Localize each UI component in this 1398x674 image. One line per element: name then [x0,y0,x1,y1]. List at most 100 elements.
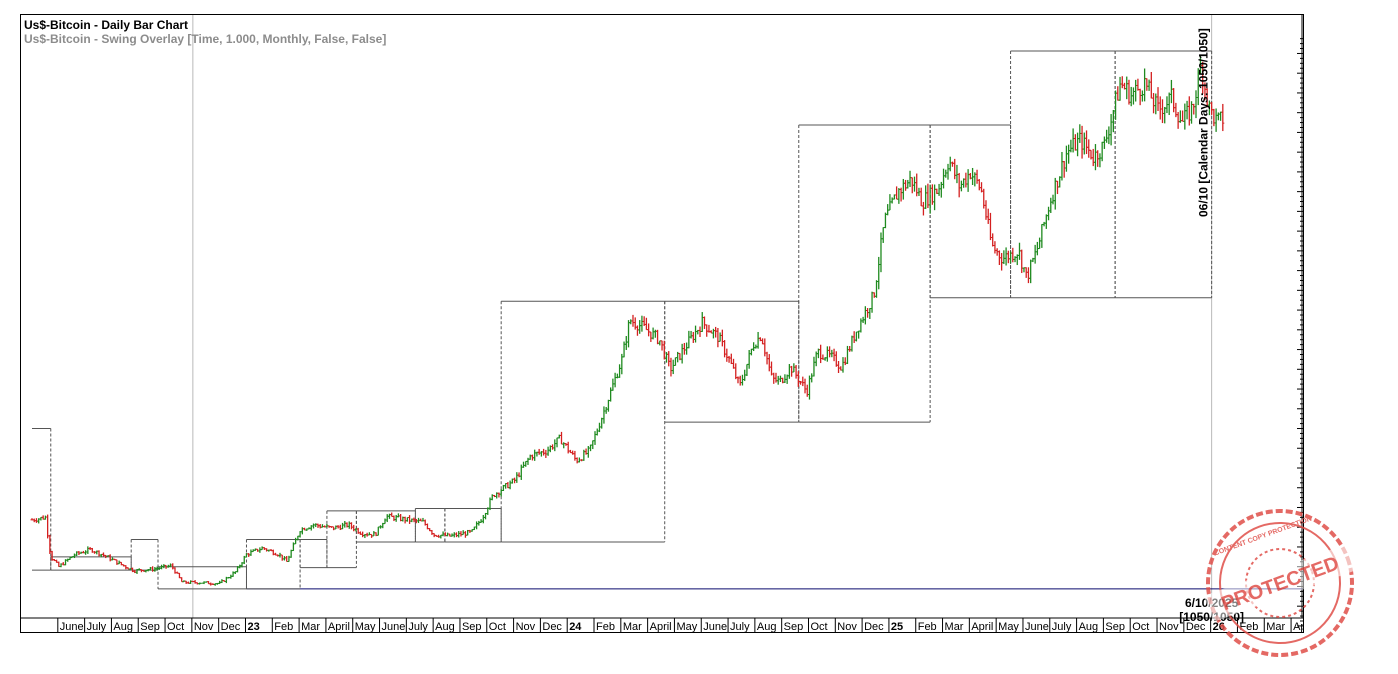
price-bar [991,233,994,246]
price-bar [719,332,722,341]
chart-subtitle: Us$-Bitcoin - Swing Overlay [Time, 1.000… [24,32,386,46]
swing-box [158,567,246,589]
price-bar [799,381,802,385]
price-bar [1110,114,1113,145]
price-bar [350,522,353,529]
x-month-label: June [1025,621,1049,632]
price-bar [634,317,637,329]
x-month-label: Aug [435,621,455,632]
swing-box [131,540,158,571]
price-bar [685,343,688,355]
price-bar [721,330,724,347]
price-bar [808,376,811,400]
x-month-label: May [676,621,697,632]
price-bar [1034,245,1037,264]
price-bar [551,444,554,449]
price-bar [978,179,981,190]
vertical-annotation: 06/10 [Calendar Days: 1050/1050] [1197,28,1211,217]
price-bar [837,361,840,373]
price-bar [1043,222,1046,226]
price-bar [757,332,760,349]
x-month-label: July [87,621,107,632]
price-bar [783,374,786,383]
price-bar [922,202,925,216]
price-bar [86,546,89,554]
price-bar [1119,77,1122,101]
price-bar [1170,80,1173,103]
price-chart[interactable]: 8000.00012000.00016000.00020000.00024000… [21,15,1303,632]
price-bar [1005,247,1008,265]
price-bar [180,577,183,582]
price-bar [750,349,753,356]
price-bar [909,171,912,187]
price-bar [1098,153,1101,167]
price-bar [576,457,579,463]
price-bar [1056,181,1059,194]
swing-box [327,511,356,568]
price-bar [1067,145,1070,164]
price-bar [631,315,634,327]
x-month-label: Aug [1079,621,1099,632]
x-month-label: Oct [810,621,827,632]
price-bar [788,364,791,379]
price-bar [1087,139,1090,157]
price-bar [877,257,880,289]
price-bar [895,186,898,199]
price-bar [397,513,400,517]
price-bar [319,524,322,528]
x-month-label: Dec [542,621,562,632]
price-bar [987,209,990,224]
price-bar [153,567,156,572]
price-bar [1150,72,1153,98]
price-bar [766,352,769,365]
price-bar [967,169,970,192]
price-bar [1186,101,1189,119]
price-bar [638,320,641,334]
price-bar [812,357,815,377]
price-bar [386,514,389,522]
price-bar [1083,133,1086,155]
price-bar [669,358,672,377]
price-bar [475,521,478,529]
price-bar [949,157,952,172]
swing-box [445,508,501,542]
price-bar [864,306,867,324]
price-bar [1085,130,1088,154]
price-bar [285,556,288,562]
x-month-label: 25 [891,621,903,632]
price-bar [777,376,780,385]
price-bar [942,169,945,189]
x-month-label: 24 [569,621,582,632]
price-bar [730,354,733,364]
price-bar [35,518,38,523]
x-month-label: July [730,621,750,632]
x-month-label: Sep [784,621,804,632]
price-bar [826,346,829,361]
price-bar [455,532,458,537]
price-bar [1114,91,1117,120]
price-bar [1107,126,1110,144]
price-bar [804,379,807,394]
price-bar [795,365,798,379]
price-bar [844,357,847,365]
x-month-label: Aug [757,621,777,632]
price-bar [960,181,963,192]
x-month-label: June [60,621,84,632]
price-bar [162,564,165,568]
price-bar [594,431,597,445]
price-bar [768,354,771,371]
price-bar [312,523,315,528]
price-bar [652,328,655,340]
price-bar [902,179,905,200]
price-bar [1074,134,1077,150]
price-bar [607,400,610,412]
price-bar [1141,90,1144,101]
price-bar [1049,198,1052,213]
price-bar [763,338,766,356]
price-bar [732,359,735,369]
price-bar [701,312,704,332]
price-bar [596,429,599,436]
x-month-label: Dec [864,621,884,632]
x-month-label: April [328,621,350,632]
x-month-label: July [408,621,428,632]
